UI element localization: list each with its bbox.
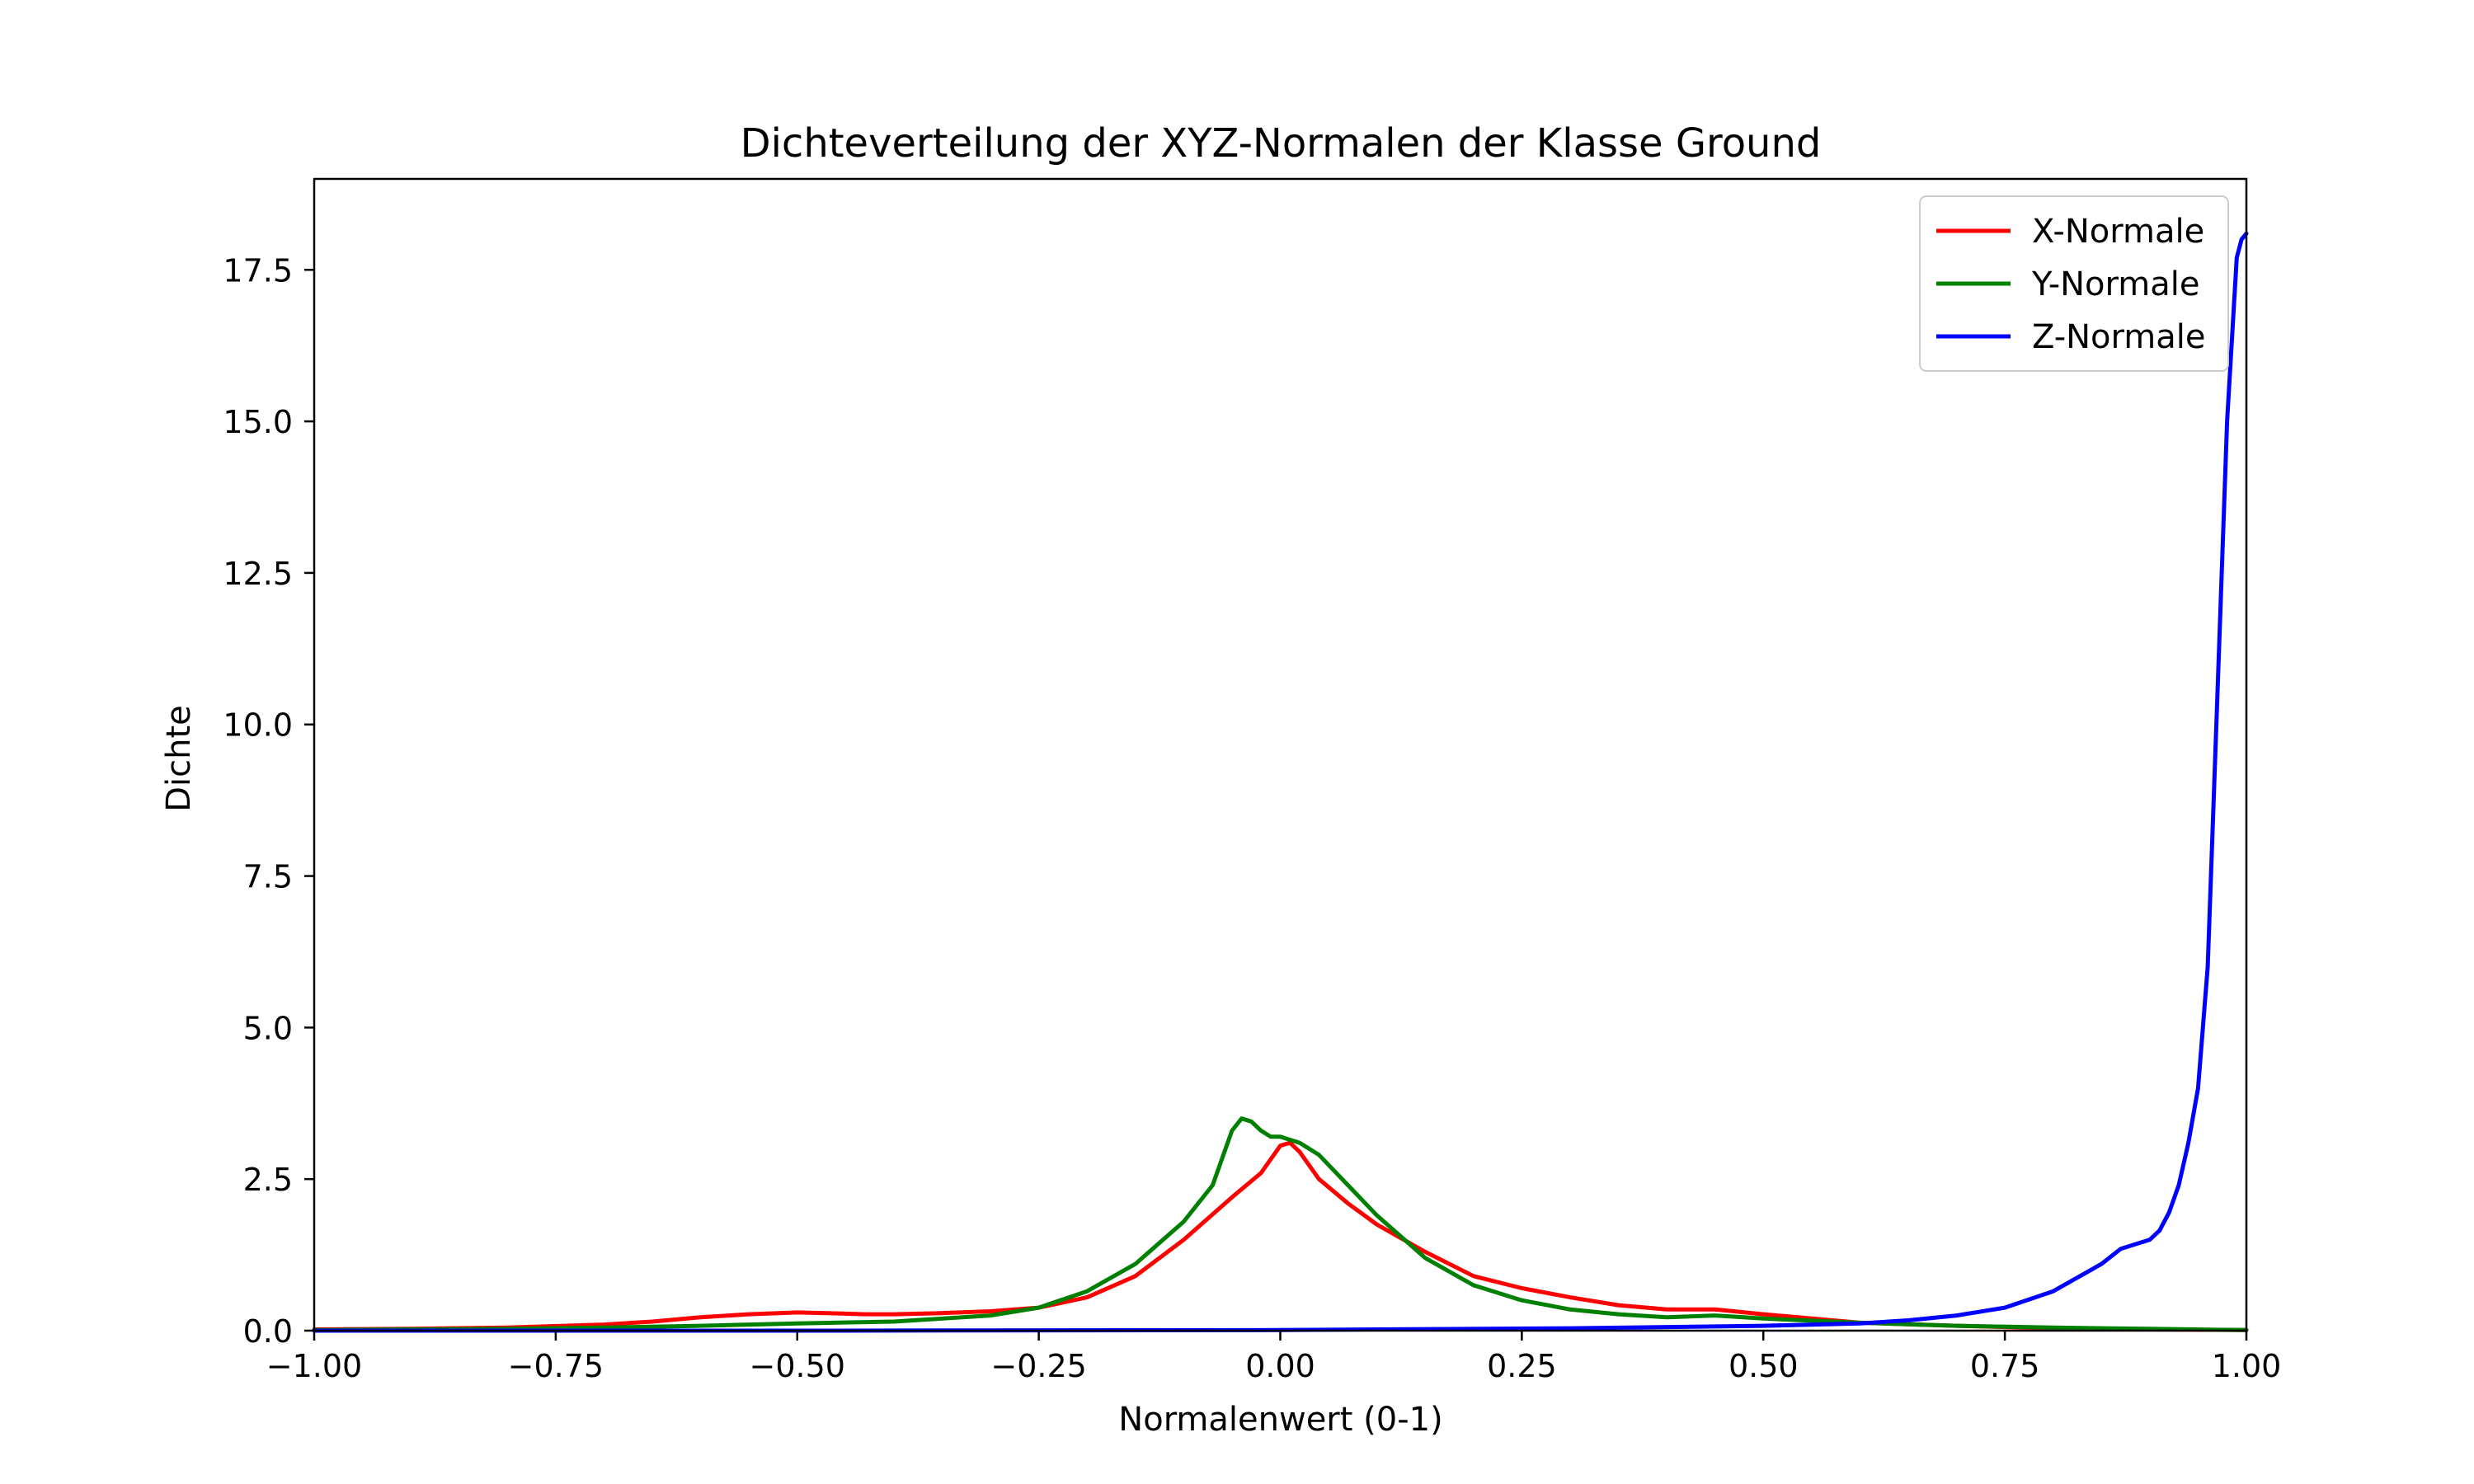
series-line-z-normale (312, 231, 2249, 1333)
y-tick-label: 5.0 (243, 1010, 293, 1046)
x-axis-label: Normalenwert (0-1) (1118, 1401, 1442, 1439)
y-tick-label: 12.5 (223, 556, 293, 592)
x-tick-label: 0.25 (1487, 1348, 1557, 1384)
chart-title: Dichteverteilung der XYZ-Normalen der Kl… (741, 120, 1822, 167)
x-tick-label: −1.00 (266, 1348, 362, 1384)
legend-label-z-normale: Z-Normale (2032, 318, 2205, 356)
y-axis-label: Dichte (160, 705, 198, 812)
legend-box (1919, 195, 2229, 372)
legend-label-y-normale: Y-Normale (2031, 265, 2199, 303)
plot-area (312, 177, 2249, 1333)
series-line-x-normale (312, 1140, 2249, 1332)
x-tick-label: 0.75 (1970, 1348, 2040, 1384)
y-axis-ticks: 0.0 2.5 5.0 7.5 10.0 12.5 15.0 17.5 (223, 252, 314, 1350)
y-tick-label: 17.5 (223, 252, 293, 289)
x-tick-label: −0.75 (508, 1348, 604, 1384)
series-line-y-normale (312, 1116, 2249, 1332)
legend-label-x-normale: X-Normale (2032, 213, 2204, 251)
x-tick-label: −0.50 (750, 1348, 845, 1384)
y-tick-label: 2.5 (243, 1162, 293, 1198)
y-tick-label: 15.0 (223, 404, 293, 440)
x-tick-label: 0.50 (1729, 1348, 1799, 1384)
x-tick-label: 1.00 (2212, 1348, 2282, 1384)
y-tick-label: 10.0 (223, 707, 293, 744)
x-tick-label: 0.00 (1245, 1348, 1315, 1384)
series-lines (312, 231, 2249, 1333)
legend: X-Normale Y-Normale Z-Normale (1919, 195, 2229, 372)
y-tick-label: 0.0 (243, 1313, 293, 1350)
y-tick-label: 7.5 (243, 859, 293, 895)
x-tick-label: −0.25 (990, 1348, 1086, 1384)
x-axis-ticks: −1.00 −0.75 −0.50 −0.25 0.00 0.25 0.50 0.75 1.00 (266, 1331, 2282, 1384)
